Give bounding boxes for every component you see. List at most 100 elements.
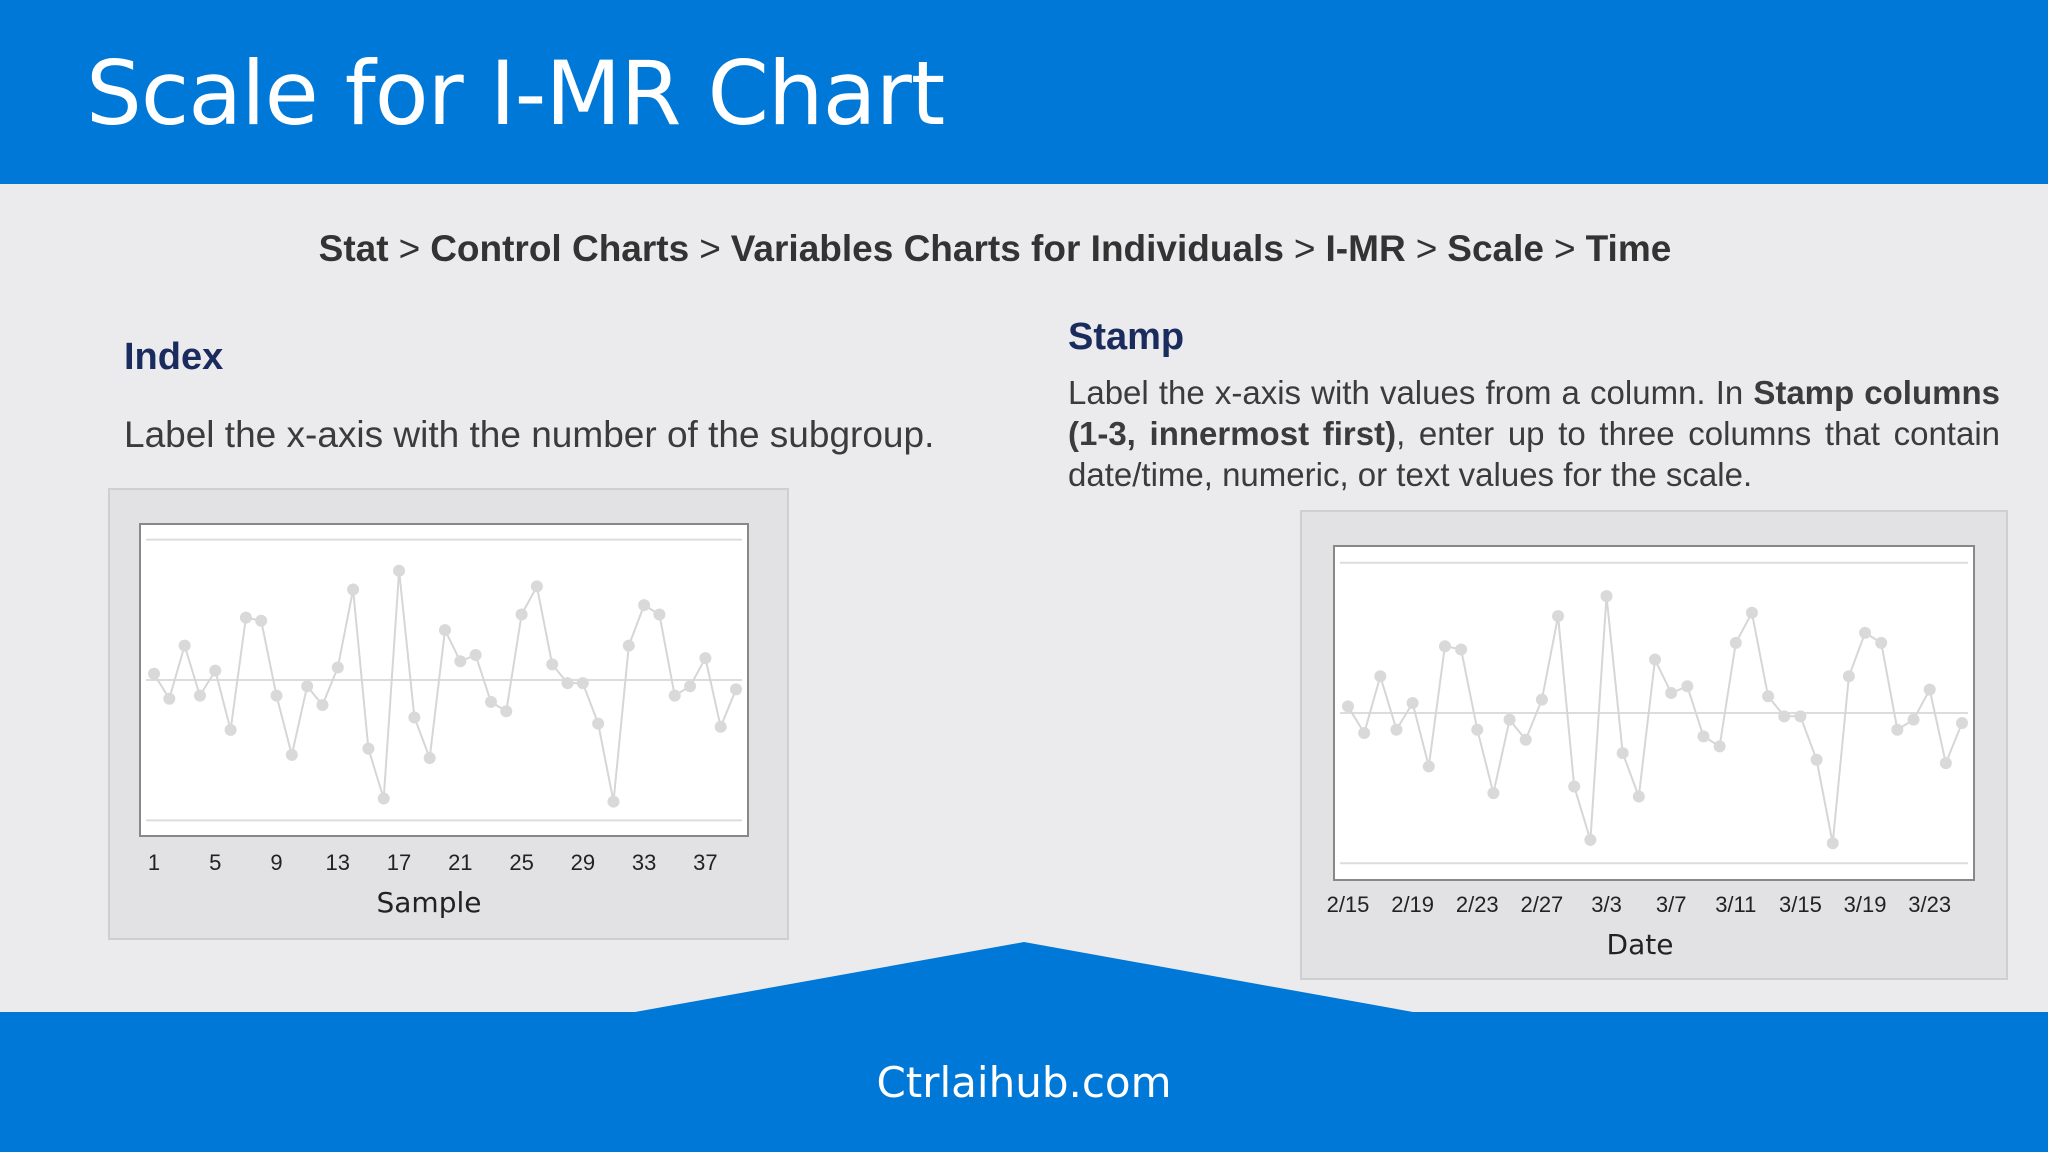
data-point: [1455, 643, 1468, 656]
breadcrumb-item-scale: Scale: [1447, 228, 1544, 269]
data-point: [1374, 670, 1387, 683]
data-point: [239, 611, 252, 624]
x-tick-label: 29: [571, 850, 595, 875]
index-description: Label the x-axis with the number of the …: [124, 414, 935, 455]
data-point: [576, 677, 589, 690]
slide-title: Scale for I-MR Chart: [86, 42, 945, 145]
x-tick-label: 13: [326, 850, 350, 875]
data-point: [1745, 606, 1758, 619]
data-point: [1665, 686, 1678, 699]
title-bar: Scale for I-MR Chart: [0, 0, 2048, 184]
data-point: [1552, 610, 1565, 623]
data-point: [638, 599, 651, 612]
data-point: [1422, 760, 1435, 773]
index-chart: 1 5 9 13 17 21 25 29 33 37 Sample: [139, 523, 749, 919]
data-point: [209, 664, 222, 677]
breadcrumb-separator: >: [398, 228, 421, 269]
data-point: [1907, 713, 1920, 726]
breadcrumb-item-imr: I-MR: [1325, 228, 1406, 269]
data-point: [1778, 710, 1791, 723]
data-point: [622, 639, 635, 652]
menu-path-breadcrumb: Stat > Control Charts > Variables Charts for…: [0, 228, 1990, 270]
x-tick-label: 37: [693, 850, 717, 875]
x-tick-label: 2/19: [1391, 892, 1434, 917]
data-point: [1891, 723, 1904, 736]
stamp-chart-frame: 2/15 2/19 2/23 2/27 3/3 3/7 3/11 3/15 3/19 3/23 Da…: [1300, 510, 2008, 980]
data-point: [1794, 710, 1807, 723]
x-tick-label: 33: [632, 850, 656, 875]
data-point: [393, 564, 406, 577]
data-point: [454, 655, 467, 668]
footer-bar: [0, 942, 2048, 1152]
data-point: [561, 677, 574, 690]
x-tick-label: 5: [209, 850, 221, 875]
x-tick-label: 3/11: [1715, 892, 1756, 917]
stamp-description: Label the x-axis with values from a colu…: [1068, 372, 2000, 495]
data-point: [1939, 757, 1952, 770]
data-point: [1649, 653, 1661, 666]
data-point: [546, 658, 559, 671]
data-point: [699, 652, 712, 665]
data-point: [484, 695, 497, 708]
data-point: [500, 705, 513, 718]
x-tick-label: 2/23: [1456, 892, 1499, 917]
breadcrumb-item-control-charts: Control Charts: [430, 228, 690, 269]
data-point: [1842, 670, 1855, 683]
data-point: [530, 580, 543, 593]
x-tick-label: 9: [270, 850, 282, 875]
data-point: [1503, 713, 1516, 726]
data-point: [1487, 787, 1500, 800]
data-point: [1729, 636, 1742, 649]
breadcrumb-item-variables-charts: Variables Charts for Individuals: [730, 228, 1284, 269]
stamp-columns-emphasis: Stamp columns (1-3, innermost first): [1068, 374, 2000, 452]
footer-website: Ctrlaihub.com: [876, 1058, 1172, 1107]
data-point: [1600, 590, 1613, 603]
data-point: [1519, 733, 1532, 746]
data-point: [1406, 696, 1419, 709]
stamp-chart: 2/15 2/19 2/23 2/27 3/3 3/7 3/11 3/15 3/19 3/23 Da…: [1327, 545, 1975, 961]
x-tick-label: 2/15: [1327, 892, 1370, 917]
x-tick-label: 25: [509, 850, 533, 875]
data-point: [714, 720, 727, 733]
breadcrumb-separator: >: [1415, 228, 1438, 269]
data-point: [148, 667, 160, 680]
data-point: [408, 711, 421, 724]
data-point: [1535, 693, 1548, 706]
data-point: [347, 583, 360, 596]
breadcrumb-separator: >: [699, 228, 721, 269]
data-point: [1762, 690, 1775, 703]
data-point: [668, 689, 681, 702]
data-point: [1358, 727, 1371, 740]
data-point: [607, 795, 620, 808]
data-point: [1342, 700, 1354, 713]
breadcrumb-separator: >: [1554, 228, 1576, 269]
data-point: [730, 683, 742, 696]
data-point: [1632, 790, 1645, 803]
stamp-heading: Stamp: [1068, 316, 1185, 358]
data-point: [1438, 640, 1451, 653]
data-point: [1616, 747, 1629, 760]
data-point: [423, 752, 436, 764]
data-point: [1697, 730, 1710, 743]
data-point: [316, 698, 329, 711]
data-point: [469, 649, 482, 662]
footer-band: [0, 1012, 2048, 1152]
data-point: [1584, 833, 1597, 846]
data-point: [592, 717, 605, 730]
x-axis-label: Date: [1607, 928, 1674, 961]
data-point: [1826, 837, 1839, 850]
data-point: [515, 608, 528, 621]
x-tick-label: 21: [448, 850, 472, 875]
x-tick-label: 3/15: [1779, 892, 1822, 917]
stamp-description-text: , enter up to three columns that contain…: [1068, 415, 2001, 493]
data-point: [1923, 683, 1936, 696]
data-point: [178, 639, 191, 652]
data-point: [224, 723, 237, 736]
data-point: [653, 608, 666, 621]
data-point: [301, 680, 314, 693]
data-point: [377, 792, 390, 805]
data-point: [439, 624, 451, 637]
data-point: [362, 742, 375, 755]
data-point: [331, 661, 344, 674]
data-point: [1471, 723, 1484, 736]
